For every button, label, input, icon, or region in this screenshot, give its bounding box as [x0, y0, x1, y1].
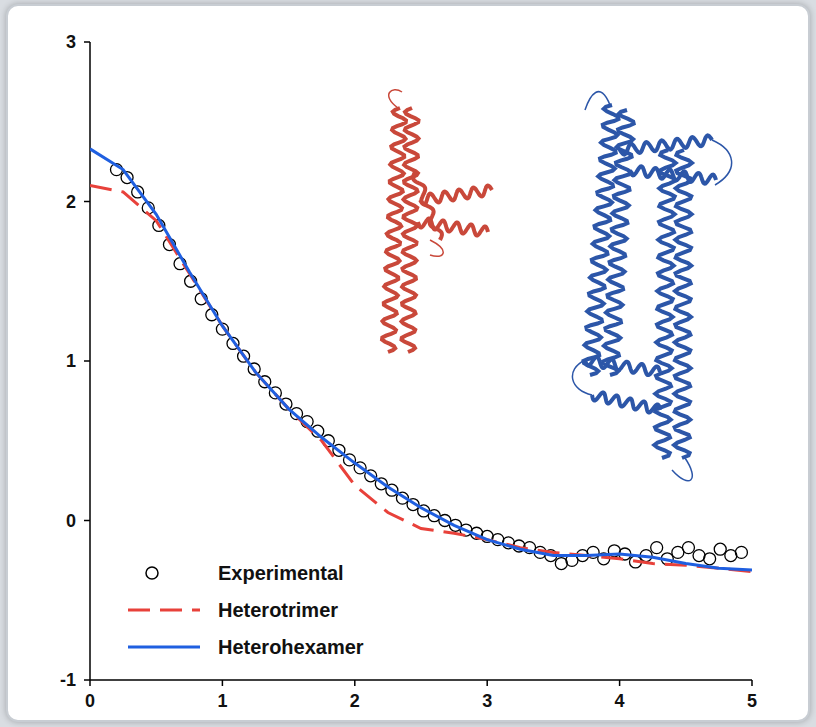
- x-tick: [486, 680, 488, 686]
- helix: [674, 150, 692, 458]
- legend: Experimental Heterotrimer Heterohexamer: [128, 562, 364, 658]
- x-tick: [751, 680, 753, 686]
- y-tick-label: 3: [66, 32, 76, 52]
- helix: [420, 186, 492, 205]
- helix: [585, 357, 660, 375]
- x-tick-label: 5: [747, 691, 757, 711]
- series-line: [90, 186, 752, 572]
- y-tick-label: 0: [66, 511, 76, 531]
- y-tick: [84, 360, 90, 362]
- legend-marker: [146, 567, 158, 579]
- legend-label: Heterohexamer: [218, 636, 364, 658]
- y-tick-label: 2: [66, 192, 76, 212]
- x-tick-label: 4: [615, 691, 625, 711]
- y-tick-label: 1: [66, 351, 76, 371]
- helix: [382, 108, 406, 352]
- loop: [572, 92, 731, 481]
- legend-label: Heterotrimer: [218, 599, 338, 621]
- data-point: [714, 543, 726, 555]
- helix: [654, 150, 675, 458]
- helix: [630, 166, 716, 183]
- x-tick-label: 0: [85, 691, 95, 711]
- x-tick: [619, 680, 621, 686]
- helix: [592, 392, 660, 412]
- helix: [413, 172, 442, 240]
- x-tick: [354, 680, 356, 686]
- x-tick: [89, 680, 91, 686]
- x-tick-label: 2: [350, 691, 360, 711]
- legend-label: Experimental: [218, 562, 344, 584]
- chart: -1 0 1 2 3 0 1 2 3 4 5 Experimental Heterotrimer Hete…: [0, 0, 816, 727]
- y-tick: [84, 520, 90, 522]
- helix: [620, 135, 712, 154]
- data-point: [682, 542, 694, 554]
- y-tick: [84, 201, 90, 203]
- x-axis: [90, 679, 752, 681]
- plot-area: [90, 149, 752, 572]
- data-point: [651, 542, 663, 554]
- helix: [402, 108, 419, 352]
- x-tick-label: 1: [217, 691, 227, 711]
- structure-inset: [382, 90, 732, 481]
- x-tick-label: 3: [482, 691, 492, 711]
- legend-marker: [128, 609, 200, 612]
- loop: [389, 90, 443, 257]
- data-point: [735, 546, 747, 558]
- y-tick-label: -1: [60, 670, 76, 690]
- y-tick: [84, 41, 90, 43]
- data-point: [704, 553, 716, 565]
- x-tick: [222, 680, 224, 686]
- series-line: [90, 149, 752, 570]
- legend-marker: [128, 646, 200, 649]
- y-tick: [84, 679, 90, 681]
